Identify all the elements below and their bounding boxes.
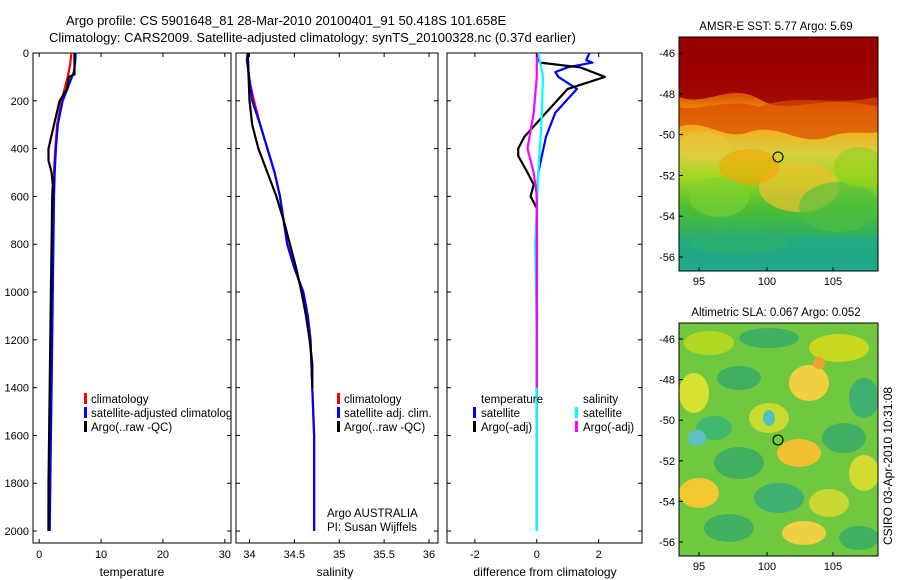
salinity-xtick-label: 35.5 — [373, 549, 394, 561]
depth-tick-label: 200 — [11, 96, 29, 108]
legend-swatch-satellite-adjusted — [84, 407, 87, 418]
figure-title-line1: Argo profile: CS 5901648_81 28-Mar-2010 … — [66, 13, 507, 28]
temperature-xtick-label: 30 — [219, 549, 231, 561]
difference-axes-box — [446, 52, 643, 544]
difference-xtick-label: 0 — [534, 549, 540, 561]
annotation-pi: PI: Susan Wijffels — [327, 522, 417, 534]
map-ytick-label: -52 — [659, 456, 675, 468]
legend-label-climatology: climatology — [91, 394, 149, 406]
salinity-xtick-label: 35 — [333, 549, 345, 561]
map-ytick-label: -46 — [659, 334, 675, 346]
depth-tick-label: 600 — [11, 191, 29, 203]
map-ytick-label: -48 — [659, 89, 675, 101]
salinity-xtick-label: 34.5 — [284, 549, 305, 561]
difference-xlabel: difference from climatology — [473, 565, 616, 579]
legend-swatch-climatology — [337, 393, 340, 404]
legend-label-satellite-adj: satellite adj. clim. — [344, 408, 432, 420]
legend-label-climatology: climatology — [344, 394, 402, 406]
sla-map-image — [679, 323, 878, 556]
legend-clip — [232, 395, 236, 435]
depth-tick-label: 1600 — [5, 430, 29, 442]
map-xtick-label: 100 — [758, 561, 776, 573]
depth-tick-label: 400 — [11, 144, 29, 156]
sst-map-title: AMSR-E SST: 5.77 Argo: 5.69 — [699, 21, 852, 33]
legend-swatch-temp-argo — [473, 421, 476, 432]
difference-series-line-temperature-argo-adj — [517, 52, 606, 292]
sst-map-panel: AMSR-E SST: 5.77 Argo: 5.69 — [659, 21, 879, 288]
legend-label-argo: Argo(..raw -QC) — [344, 422, 425, 434]
legend-swatch-temp-satellite — [473, 407, 476, 418]
legend-swatch-sal-satellite — [575, 407, 578, 418]
legend-title-temperature: temperature — [481, 394, 543, 406]
legend-swatch-argo — [337, 421, 340, 432]
csiro-credit: CSIRO 03-Apr-2010 10:31:08 — [881, 387, 895, 545]
depth-tick-label: 2000 — [5, 526, 29, 538]
legend-label-argo: Argo(..raw -QC) — [91, 422, 172, 434]
temperature-panel: 0 200 400 600 800 1000 1200 1400 1600 1800 2000 0 10… — [5, 48, 239, 579]
map-ytick-label: -54 — [659, 496, 675, 508]
legend-label-satellite-adjusted: satellite-adjusted climatology — [91, 408, 238, 420]
sla-map-title: Altimetric SLA: 0.067 Argo: 0.052 — [691, 307, 860, 319]
depth-tick-label: 1400 — [5, 383, 29, 395]
legend-swatch-climatology — [84, 393, 87, 404]
sst-argo-marker — [772, 151, 784, 163]
temperature-legend: climatology satellite-adjusted climatolo… — [84, 393, 238, 434]
depth-tick-label: 1200 — [5, 335, 29, 347]
difference-xtick-label: -2 — [470, 549, 480, 561]
map-xtick-label: 105 — [824, 276, 842, 288]
temperature-xtick-label: 0 — [36, 549, 42, 561]
salinity-panel: 34 34.5 35 35.5 36 salinity climatology sate… — [235, 52, 439, 579]
map-ytick-label: -56 — [659, 537, 675, 549]
salinity-axes-box — [235, 52, 439, 544]
legend-swatch-satellite-adj — [337, 407, 340, 418]
map-ytick-label: -50 — [659, 130, 675, 142]
annotation-argo-australia: Argo AUSTRALIA — [327, 508, 418, 520]
map-xtick-label: 95 — [693, 561, 705, 573]
temperature-xtick-label: 20 — [157, 549, 169, 561]
sst-map-frame — [678, 36, 879, 272]
depth-tick-label: 1800 — [5, 478, 29, 490]
difference-xtick-label: 2 — [596, 549, 602, 561]
difference-panel: -2 0 2 difference from climatology tempera… — [446, 52, 643, 579]
temperature-xtick-label: 10 — [95, 549, 107, 561]
temperature-axes-box — [32, 52, 232, 544]
salinity-series-line-argo-raw-qc — [246, 52, 314, 388]
sst-map-image — [679, 37, 878, 271]
difference-series-line-salinity-argo-adj — [526, 53, 538, 388]
legend-label-sal-satellite: satellite — [583, 408, 622, 420]
legend-label-sal-argo: Argo(-adj) — [583, 422, 634, 434]
map-ytick-label: -46 — [659, 48, 675, 60]
depth-tick-label: 1000 — [5, 287, 29, 299]
legend-label-temp-satellite: satellite — [481, 408, 520, 420]
map-ytick-label: -48 — [659, 375, 675, 387]
map-ytick-label: -50 — [659, 415, 675, 427]
map-ytick-label: -54 — [659, 211, 675, 223]
salinity-legend: climatology satellite adj. clim. Argo(..… — [337, 393, 432, 434]
salinity-xlabel: salinity — [317, 565, 354, 579]
depth-tick-label: 0 — [23, 48, 29, 60]
temperature-xlabel: temperature — [100, 565, 165, 579]
salinity-xtick-label: 34 — [243, 549, 255, 561]
figure-title-line2: Climatology: CARS2009. Satellite-adjuste… — [49, 30, 576, 45]
legend-label-temp-argo: Argo(-adj) — [481, 422, 532, 434]
legend-swatch-argo — [84, 421, 87, 432]
map-xtick-label: 95 — [693, 276, 705, 288]
legend-swatch-sal-argo — [575, 421, 578, 432]
map-xtick-label: 100 — [758, 276, 776, 288]
salinity-xtick-label: 36 — [423, 549, 435, 561]
difference-legend: temperature satellite Argo(-adj) salinit… — [473, 394, 634, 434]
map-ytick-label: -52 — [659, 170, 675, 182]
legend-title-salinity: salinity — [583, 394, 618, 406]
sla-map-frame — [678, 322, 879, 557]
sla-map-panel: Altimetric SLA: 0.067 Argo: 0.052 — [659, 307, 879, 573]
temperature-series-line-satellite-adjusted-climatology — [48, 52, 77, 532]
temperature-series-line-argo-raw-qc — [47, 53, 76, 531]
map-ytick-label: -56 — [659, 252, 675, 264]
sla-argo-marker — [772, 434, 784, 446]
map-xtick-label: 105 — [824, 561, 842, 573]
salinity-series-line-satellite-adj-clim — [245, 52, 316, 531]
depth-tick-label: 800 — [11, 239, 29, 251]
